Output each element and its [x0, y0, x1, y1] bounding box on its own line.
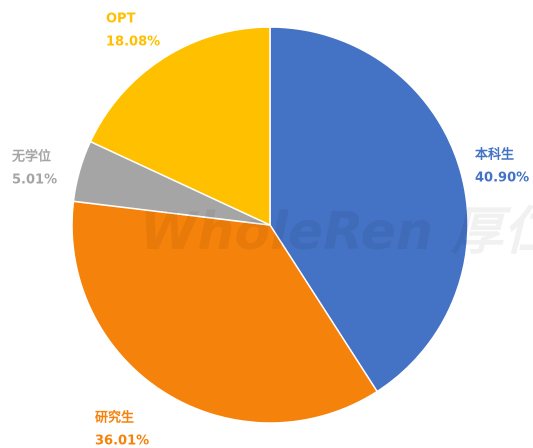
- watermark: WholeRen 厚仁: [140, 202, 533, 262]
- pie-slice: [269, 26, 469, 393]
- slice-value: 40.90%: [475, 171, 529, 186]
- slice-value: 36.01%: [95, 434, 149, 448]
- slice-label: OPT: [106, 12, 136, 27]
- slice-label: 无学位: [11, 149, 51, 165]
- slice-value: 5.01%: [12, 173, 57, 188]
- slice-label: 研究生: [95, 410, 134, 426]
- slice-label: 本科生: [475, 147, 514, 163]
- pie-slice: [89, 26, 271, 227]
- slice-value: 18.08%: [106, 35, 160, 50]
- pie-slice: [71, 200, 379, 424]
